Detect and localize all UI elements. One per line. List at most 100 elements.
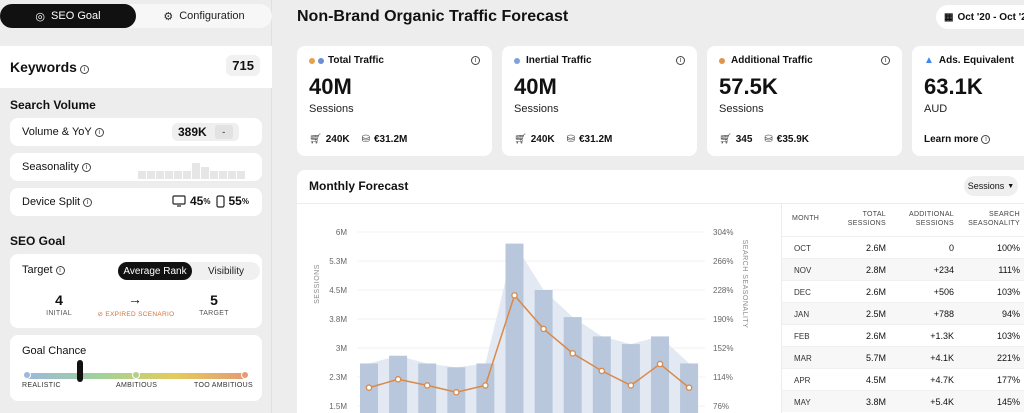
sessions-bar[interactable] xyxy=(621,344,640,413)
sessions-bar[interactable] xyxy=(505,243,524,413)
toggle-average-rank[interactable]: Average Rank xyxy=(118,262,192,280)
table-cell: 221% xyxy=(996,353,1020,363)
tab-seo-goal[interactable]: ◎ SEO Goal xyxy=(0,4,136,28)
metric-footer: 🛒︎ 240K ⛁ €31.2M xyxy=(514,134,613,145)
sidebar-tabs: ◎ SEO Goal ⚙ Configuration xyxy=(0,4,272,28)
table-cell: 2.8M xyxy=(865,265,886,275)
seasonality-point[interactable] xyxy=(627,382,635,389)
table-row[interactable]: APR 4.5M +4.7K 177% xyxy=(782,368,1024,390)
device-split-values: 45% 55% xyxy=(172,194,249,208)
info-icon[interactable]: i xyxy=(676,56,685,65)
seasonality-point[interactable] xyxy=(453,389,460,396)
metric-dropdown[interactable]: Sessions ▼ xyxy=(964,176,1018,196)
table-cell: APR xyxy=(794,376,811,385)
table-row[interactable]: JAN 2.5M +788 94% xyxy=(782,302,1024,324)
table-cell: 3.8M xyxy=(865,397,886,407)
forecast-table: MONTH TOTAL SESSIONS ADDITIONAL SESSIONS… xyxy=(781,204,1024,413)
table-row[interactable]: DEC 2.6M +506 103% xyxy=(782,280,1024,302)
mobile-share: 55 xyxy=(228,194,242,208)
tab-configuration[interactable]: ⚙ Configuration xyxy=(163,10,245,23)
scale-label-ambitious: AMBITIOUS xyxy=(116,382,158,389)
target-rank: 5 xyxy=(210,292,218,308)
target-label: Target i xyxy=(22,264,65,276)
sessions-bar[interactable] xyxy=(563,317,582,413)
sessions-bar[interactable] xyxy=(592,336,611,413)
table-cell: 0 xyxy=(948,243,954,253)
table-cell: FEB xyxy=(794,332,810,341)
seasonality-bar xyxy=(210,171,218,179)
toggle-visibility[interactable]: Visibility xyxy=(208,265,244,277)
table-row[interactable]: NOV 2.8M +234 111% xyxy=(782,258,1024,280)
metric-title: ▲ Ads. Equivalent xyxy=(924,55,1014,66)
table-cell: +5.4K xyxy=(930,397,954,407)
date-range-picker[interactable]: ▦ Oct '20 - Oct '2 xyxy=(936,5,1024,29)
table-header: MONTH xyxy=(792,215,820,222)
metric-unit: Sessions xyxy=(514,103,559,115)
gear-icon: ⚙ xyxy=(163,10,174,23)
table-row[interactable]: MAY 3.8M +5.4K 145% xyxy=(782,390,1024,412)
info-icon[interactable]: i xyxy=(471,56,480,65)
cart-icon: 🛒︎ xyxy=(514,134,527,145)
seasonality-bar xyxy=(237,171,245,179)
metric-card-ads-equivalent: ▲ Ads. Equivalent 63.1K AUD Learn more i xyxy=(912,46,1024,156)
seasonality-bar xyxy=(219,171,227,179)
table-cell: NOV xyxy=(794,266,812,275)
seasonality-point[interactable] xyxy=(598,367,606,375)
table-row[interactable]: FEB 2.6M +1.3K 103% xyxy=(782,324,1024,346)
y2-tick-label: 266% xyxy=(713,257,733,266)
metric-footer: 🛒︎ 345 ⛁ €35.9K xyxy=(719,134,810,145)
keywords-count: 715 xyxy=(226,55,260,76)
y-tick-label: 3M xyxy=(336,344,347,353)
seasonality-bar xyxy=(138,171,146,179)
date-range-label: Oct '20 - Oct '2 xyxy=(957,11,1024,23)
info-icon[interactable]: i xyxy=(55,266,65,275)
target-card: Target i Average Rank Visibility 4 INITIA… xyxy=(10,254,262,328)
seasonality-bar xyxy=(156,171,164,179)
table-cell: 145% xyxy=(996,397,1020,407)
seasonality-point[interactable] xyxy=(394,376,402,383)
info-icon[interactable]: i xyxy=(81,163,91,172)
metric-card-additional-traffic: Additional Traffic i 57.5K Sessions 🛒︎ 34… xyxy=(707,46,902,156)
y-tick-label: 5.3M xyxy=(329,257,347,266)
sidebar: ◎ SEO Goal ⚙ Configuration Keywords i 715… xyxy=(0,0,272,413)
info-icon[interactable]: i xyxy=(94,128,104,137)
seasonality-point[interactable] xyxy=(569,350,576,357)
table-cell: DEC xyxy=(794,288,811,297)
y-axis-label: SESSIONS xyxy=(314,264,321,304)
sessions-bar[interactable] xyxy=(651,336,669,413)
expired-scenario-link[interactable]: ⊘ EXPIRED SCENARIO xyxy=(97,311,175,318)
scale-label-realistic: REALISTIC xyxy=(22,382,61,389)
metric-title: Additional Traffic xyxy=(719,55,813,66)
keywords-card: Keywords i 715 xyxy=(0,46,272,88)
learn-more-link[interactable]: Learn more i xyxy=(924,134,991,145)
goal-chance-slider-handle[interactable] xyxy=(77,360,83,382)
metric-unit: Sessions xyxy=(309,103,354,115)
seasonality-label: Seasonality i xyxy=(22,161,91,173)
seasonality-bar xyxy=(201,167,209,179)
info-icon[interactable]: i xyxy=(79,65,89,74)
table-cell: 103% xyxy=(996,331,1020,341)
metric-value: 57.5K xyxy=(719,74,778,99)
seasonality-sparkline xyxy=(138,163,245,179)
google-ads-icon: ▲ xyxy=(924,55,934,66)
seasonality-point[interactable] xyxy=(540,325,547,333)
info-icon[interactable]: i xyxy=(83,198,93,207)
seo-goal-title: SEO Goal xyxy=(10,234,66,248)
table-row[interactable]: MAR 5.7M +4.1K 221% xyxy=(782,346,1024,368)
seasonality-point[interactable] xyxy=(656,360,664,368)
seasonality-bar xyxy=(183,171,191,179)
seasonality-point[interactable] xyxy=(511,292,518,299)
seasonality-card: Seasonality i xyxy=(10,153,262,181)
search-volume-title: Search Volume xyxy=(10,98,96,112)
sessions-bar[interactable] xyxy=(534,290,553,413)
seasonality-point[interactable] xyxy=(685,384,693,391)
seasonality-point[interactable] xyxy=(482,382,489,389)
seasonality-point[interactable] xyxy=(365,384,373,391)
table-header: TOTAL SESSIONS xyxy=(847,211,886,227)
seasonality-point[interactable] xyxy=(423,382,431,389)
sessions-bar[interactable] xyxy=(389,355,408,413)
table-row[interactable]: OCT 2.6M 0 100% xyxy=(782,236,1024,258)
seasonality-line xyxy=(368,293,690,394)
y2-tick-label: 304% xyxy=(713,228,733,237)
info-icon[interactable]: i xyxy=(881,56,890,65)
